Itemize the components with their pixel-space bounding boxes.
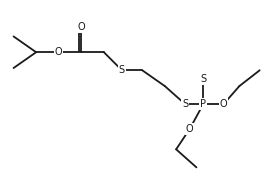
Text: P: P xyxy=(200,99,206,109)
Text: O: O xyxy=(78,22,85,32)
Text: S: S xyxy=(119,65,125,75)
Text: O: O xyxy=(186,124,193,134)
Text: O: O xyxy=(55,47,62,57)
Text: S: S xyxy=(182,99,188,109)
Text: O: O xyxy=(220,99,227,109)
Text: S: S xyxy=(200,74,206,84)
